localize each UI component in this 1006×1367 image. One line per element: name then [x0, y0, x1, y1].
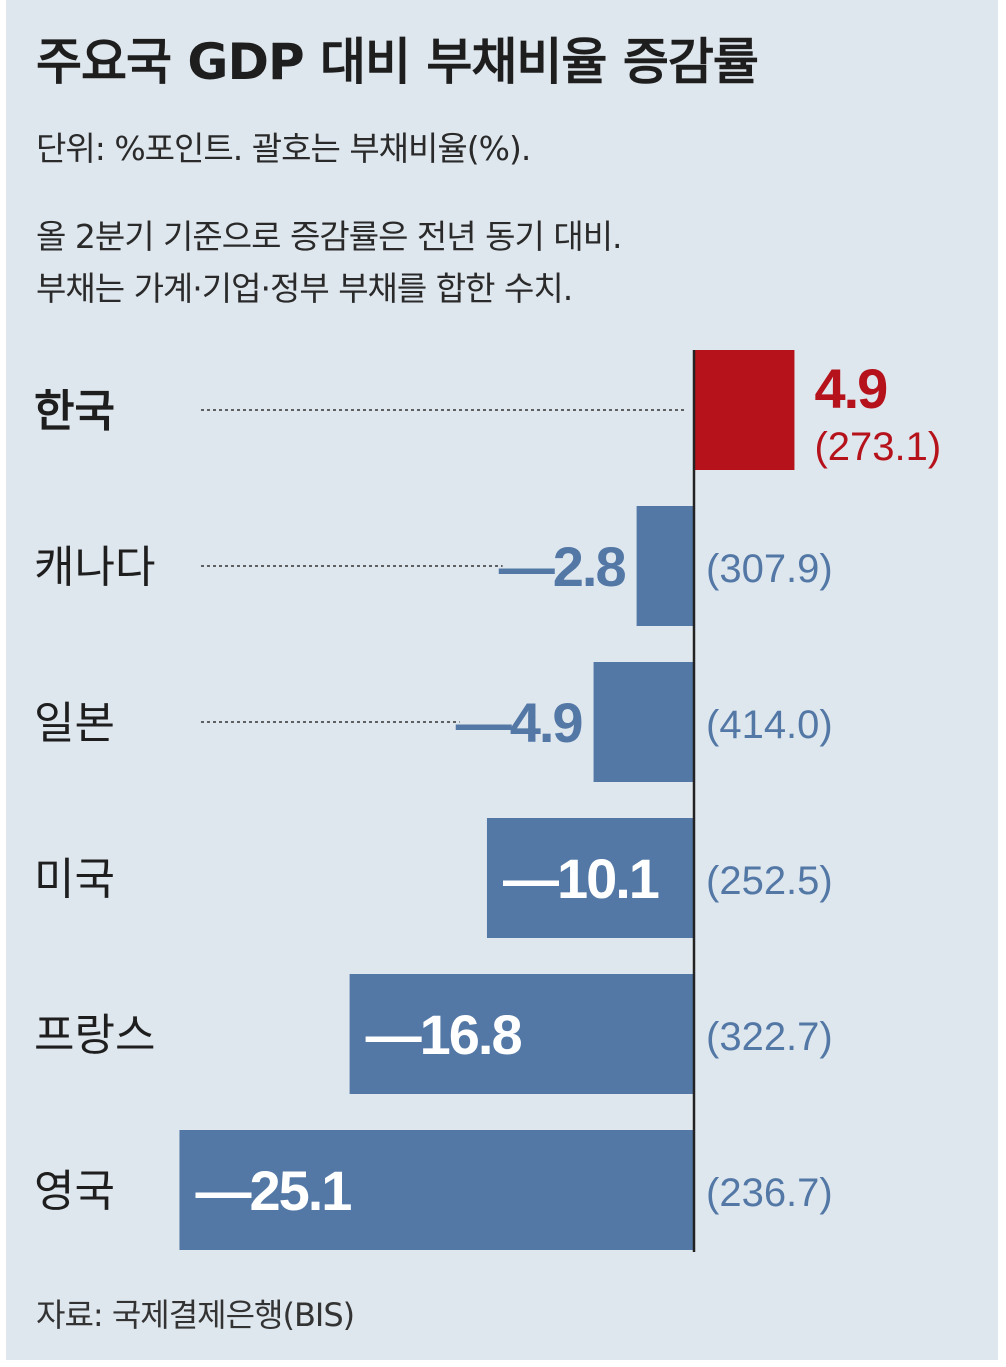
bar-4 [349, 974, 694, 1094]
debt-ratio-label-0: (273.1) [814, 425, 941, 469]
bar-0 [694, 350, 795, 470]
category-label-1: 캐나다 [34, 542, 155, 593]
value-label-2: —4.9 [456, 691, 583, 754]
category-label-0: 한국 [34, 386, 115, 437]
category-label-2: 일본 [34, 698, 115, 749]
bar-3 [486, 818, 694, 938]
infographic-card: 주요국 GDP 대비 부채비율 증감률 단위: %포인트. 괄호는 부채비율(%… [6, 0, 998, 1360]
note-line-2: 부채는 가계·기업·정부 부채를 합한 수치. [36, 269, 573, 308]
bar-5 [179, 1130, 694, 1250]
value-label-4: —16.8 [366, 1003, 522, 1066]
value-label-5: —25.1 [195, 1159, 351, 1222]
category-label-3: 미국 [34, 854, 115, 905]
source-note: 자료: 국제결제은행(BIS) [36, 1296, 355, 1334]
debt-ratio-label-5: (236.7) [706, 1171, 833, 1215]
chart-title: 주요국 GDP 대비 부채비율 증감률 [36, 33, 759, 91]
debt-ratio-label-1: (307.9) [706, 547, 833, 591]
debt-ratio-label-2: (414.0) [706, 703, 833, 747]
unit-note: 단위: %포인트. 괄호는 부채비율(%). [36, 129, 531, 168]
note-line-1: 올 2분기 기준으로 증감률은 전년 동기 대비. [36, 217, 623, 256]
value-label-0: 4.9 [814, 357, 887, 420]
value-label-1: —2.8 [499, 535, 626, 598]
category-label-4: 프랑스 [34, 1010, 155, 1061]
bar-chart: 한국 4.9 (273.1) 캐나다 —2.8 (307.9) 일본 —4.9 (414.0) 미… [34, 350, 941, 1252]
bar-2 [593, 662, 694, 782]
debt-ratio-label-4: (322.7) [706, 1015, 833, 1059]
debt-ratio-label-3: (252.5) [706, 859, 833, 903]
category-label-5: 영국 [34, 1166, 115, 1217]
bar-1 [636, 506, 694, 626]
value-label-3: —10.1 [503, 847, 659, 910]
